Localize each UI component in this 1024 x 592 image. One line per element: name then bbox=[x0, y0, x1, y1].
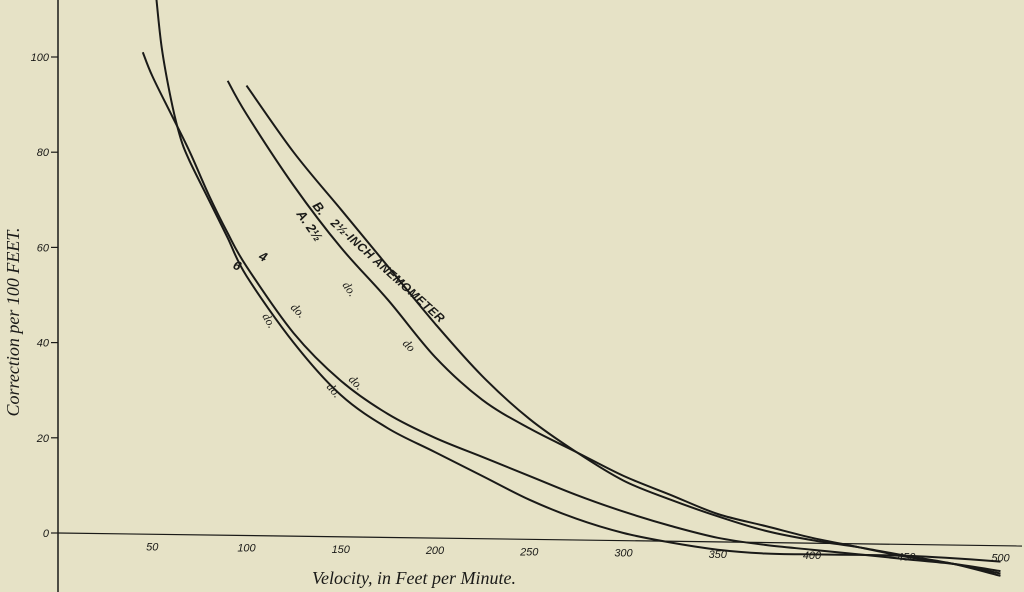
curve-label-6-do-2: do. bbox=[324, 380, 344, 400]
y-tick-label: 0 bbox=[43, 528, 50, 540]
x-tick-label: 50 bbox=[146, 541, 159, 553]
y-tick-label: 20 bbox=[36, 433, 50, 445]
y-tick-label: 40 bbox=[37, 338, 50, 350]
x-tick-label: 100 bbox=[237, 543, 256, 555]
x-tick-label: 350 bbox=[709, 549, 728, 561]
x-tick-label: 500 bbox=[991, 553, 1010, 565]
y-tick-label: 60 bbox=[37, 242, 50, 254]
y-tick-label: 100 bbox=[31, 52, 50, 64]
curve-4-inch bbox=[141, 51, 1001, 573]
y-ticks: 0 20 40 60 80 100 bbox=[31, 52, 58, 540]
curves bbox=[141, 0, 1001, 577]
curve-label-6-do-1: do. bbox=[259, 311, 279, 331]
y-axis-title: Correction per 100 FEET. bbox=[3, 228, 23, 417]
curve-label-6: 6 bbox=[231, 257, 245, 274]
y-tick-label: 80 bbox=[37, 147, 50, 159]
x-tick-label: 200 bbox=[425, 545, 445, 557]
x-axis-line bbox=[57, 532, 1023, 547]
anemometer-label: 2½-INCH ANEMOMETER bbox=[327, 215, 448, 325]
x-axis bbox=[57, 532, 1023, 547]
curve-6-inch bbox=[155, 0, 1001, 563]
x-tick-label: 250 bbox=[519, 546, 539, 558]
curve-a-2-1-2-inch bbox=[226, 80, 1001, 575]
curve-b-2-3-4-inch bbox=[245, 85, 1001, 577]
x-tick-label: 400 bbox=[803, 550, 822, 562]
curve-label-4-do-2: do. bbox=[346, 372, 367, 393]
x-axis-title: Velocity, in Feet per Minute. bbox=[312, 568, 516, 588]
x-ticks: 50 100 150 200 250 300 350 400 450 500 bbox=[146, 541, 1010, 564]
x-tick-label: 150 bbox=[332, 544, 351, 556]
curve-label-4-do-1: do. bbox=[288, 300, 309, 321]
curve-label-a-do-1: do. bbox=[340, 279, 360, 299]
curve-label-a-do-2: do bbox=[400, 336, 418, 354]
x-tick-label: 300 bbox=[614, 548, 633, 560]
curve-label-4: 4 bbox=[256, 248, 270, 265]
